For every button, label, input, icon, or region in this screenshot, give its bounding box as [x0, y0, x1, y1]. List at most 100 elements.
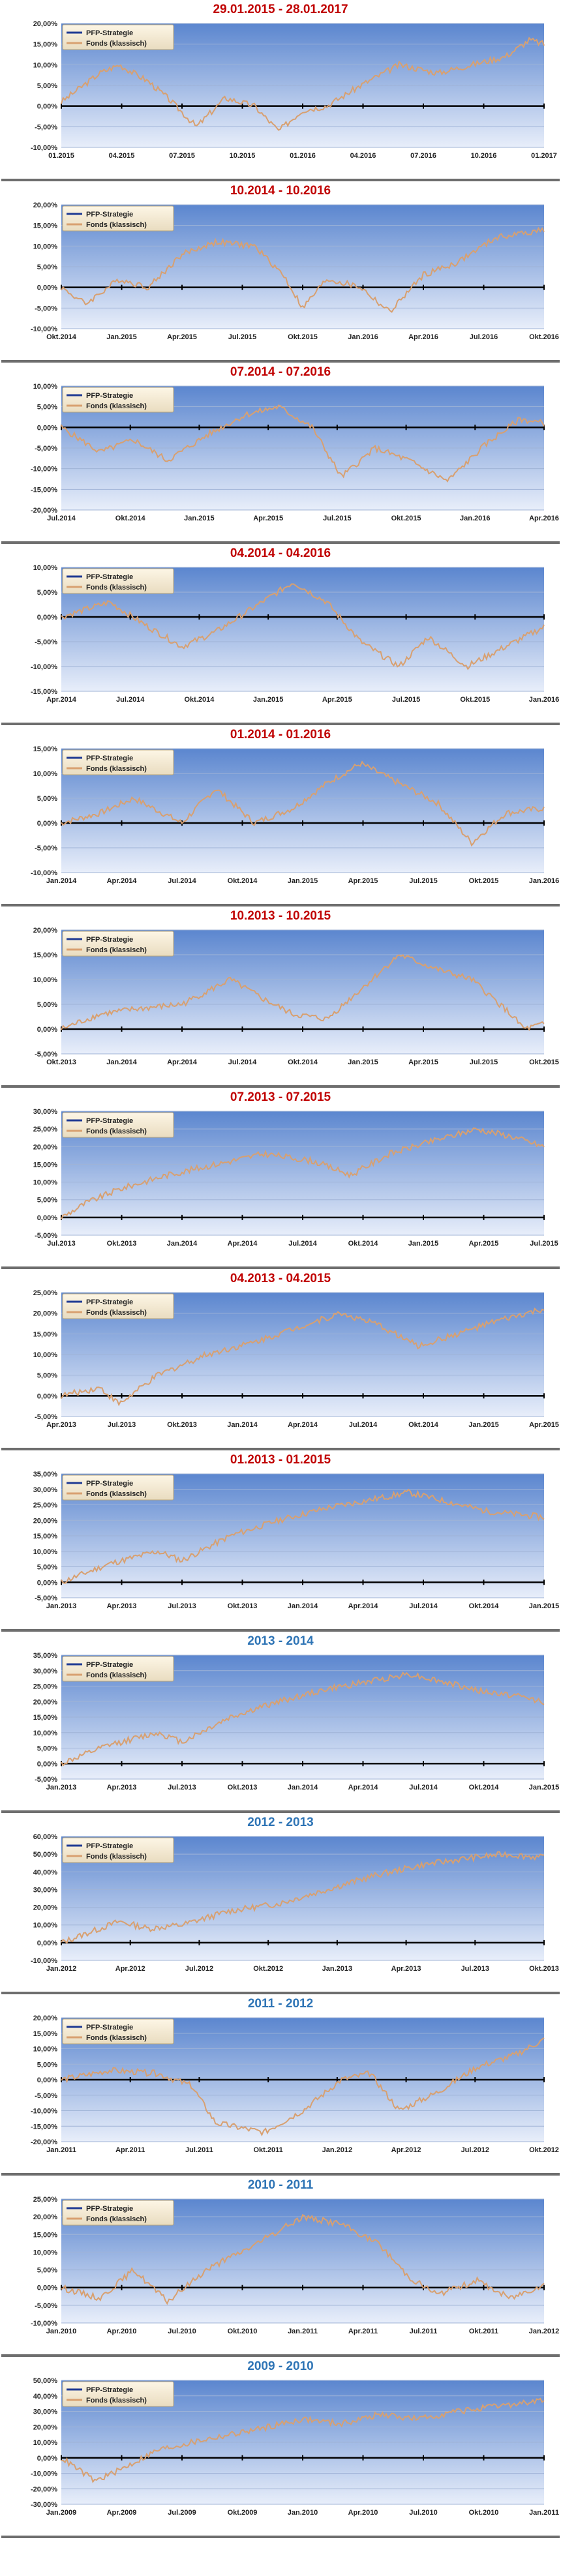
line-chart: 25,00% 20,00% 15,00% 10,00% 5,00% 0,00% -5,00%… [31, 2196, 559, 2335]
y-tick-label: 10,00% [33, 2249, 58, 2256]
x-tick-label: Jul.2015 [409, 877, 437, 885]
x-tick-label: Apr.2014 [348, 1602, 379, 1610]
chart-title: 07.2013 - 07.2015 [230, 1090, 331, 1104]
legend [62, 1837, 174, 1863]
y-tick-label: 0,00% [37, 2284, 57, 2292]
x-tick-label: Jan.2016 [348, 333, 378, 341]
chart-title: 10.2013 - 10.2015 [230, 909, 331, 923]
legend-label: PFP-Strategie [86, 1298, 133, 1306]
chart-panel: 29.01.2015 - 28.01.2017 20,00% 15,00% 10,00… [1, 0, 560, 181]
series-line-fonds [61, 1671, 545, 1767]
y-tick-label: 20,00% [33, 1698, 58, 1706]
chart-title: 04.2013 - 04.2015 [230, 1272, 331, 1285]
x-tick-label: Okt.2015 [288, 333, 318, 341]
chart-panel: 01.2013 - 01.2015 35,00% 30,00% 25,00% 20,00… [1, 1450, 560, 1632]
y-tick-label: 30,00% [33, 1486, 58, 1494]
y-tick-label: -30,00% [31, 2501, 57, 2509]
y-tick-label: 20,00% [33, 1517, 58, 1525]
x-tick-label: Jan.2013 [322, 1965, 352, 1973]
x-tick-label: Jul.2014 [349, 1421, 378, 1429]
chart-panel: 01.2014 - 01.2016 15,00% 10,00% 5,00% 0,00% -… [1, 725, 560, 906]
chart-title: 07.2014 - 07.2016 [230, 365, 331, 379]
x-tick-label: Okt.2015 [460, 696, 490, 704]
x-tick-label: Okt.2014 [469, 1602, 500, 1610]
x-tick-label: Okt.2014 [469, 1784, 500, 1791]
legend-label: Fonds (klassisch) [86, 1490, 147, 1498]
x-tick-label: Jul.2014 [409, 1784, 438, 1791]
x-tick-label: 07.2015 [169, 152, 195, 160]
x-tick-label: Okt.2010 [469, 2509, 499, 2517]
y-tick-label: -5,00% [35, 445, 57, 453]
x-tick-label: Jul.2015 [323, 515, 351, 522]
x-tick-label: Okt.2010 [228, 2328, 258, 2335]
series-line-fonds [61, 2397, 545, 2483]
y-tick-label: -15,00% [31, 2123, 57, 2131]
y-tick-label: 20,00% [33, 20, 58, 28]
y-tick-label: -5,00% [35, 1232, 57, 1240]
x-tick-label: Jul.2014 [168, 877, 196, 885]
legend-label: PFP-Strategie [86, 29, 133, 37]
y-tick-label: 35,00% [33, 1471, 58, 1478]
x-tick-label: Apr.2010 [107, 2328, 137, 2335]
chart-title: 10.2014 - 10.2016 [230, 184, 331, 198]
x-tick-label: Jan.2012 [322, 2146, 352, 2154]
y-tick-label: 5,00% [37, 2061, 57, 2069]
legend-label: Fonds (klassisch) [86, 2397, 147, 2404]
x-tick-label: Jan.2015 [184, 515, 214, 522]
x-tick-label: 01.2016 [290, 152, 316, 160]
y-tick-label: -10,00% [31, 466, 57, 473]
x-tick-label: Jan.2011 [288, 2328, 318, 2335]
x-tick-label: 01.2015 [48, 152, 74, 160]
x-tick-label: Jul.2012 [185, 1965, 213, 1973]
legend-label: PFP-Strategie [86, 392, 133, 400]
y-tick-label: 25,00% [33, 1683, 58, 1691]
y-tick-label: -5,00% [35, 1413, 57, 1421]
y-tick-label: 40,00% [33, 1868, 58, 1876]
chart-title: 2010 - 2011 [247, 2178, 314, 2192]
y-tick-label: 0,00% [37, 2076, 57, 2084]
y-tick-label: 25,00% [33, 2196, 58, 2204]
x-tick-label: Okt.2014 [184, 696, 215, 704]
y-tick-label: 5,00% [37, 589, 57, 597]
x-tick-label: Jan.2012 [529, 2328, 559, 2335]
x-tick-label: Jan.2012 [46, 1965, 76, 1973]
y-tick-label: 5,00% [37, 1197, 57, 1205]
y-tick-label: 5,00% [37, 2267, 57, 2275]
y-tick-label: 0,00% [37, 1579, 57, 1587]
y-tick-label: 30,00% [33, 1668, 58, 1675]
y-tick-label: 15,00% [33, 1330, 58, 1338]
series-line-fonds [61, 1851, 545, 1945]
x-tick-label: Apr.2013 [46, 1421, 76, 1429]
x-tick-label: Jan.2011 [529, 2509, 559, 2517]
y-tick-label: 0,00% [37, 424, 57, 432]
x-tick-label: Apr.2015 [322, 696, 352, 704]
line-chart: 30,00% 25,00% 20,00% 15,00% 10,00% 5,00% 0,00%… [33, 1108, 558, 1248]
legend [62, 2200, 174, 2226]
y-tick-label: -5,00% [35, 2302, 57, 2310]
y-tick-label: 0,00% [37, 1939, 57, 1947]
chart-panel: 2013 - 2014 35,00% 30,00% 25,00% 20,00% 15,00… [1, 1632, 560, 1813]
legend [62, 931, 174, 957]
x-tick-label: Jan.2015 [288, 877, 318, 885]
x-tick-label: Jul.2010 [409, 2509, 437, 2517]
legend-label: PFP-Strategie [86, 1842, 133, 1850]
x-tick-label: Okt.2014 [115, 515, 146, 522]
x-tick-label: Apr.2014 [348, 1784, 379, 1791]
x-tick-label: Okt.2013 [228, 1602, 258, 1610]
chart-panel: 10.2013 - 10.2015 20,00% 15,00% 10,00% 5,00%… [1, 906, 560, 1088]
x-tick-label: 07.2016 [410, 152, 436, 160]
x-tick-label: Apr.2015 [408, 1058, 438, 1066]
x-tick-label: Jan.2015 [529, 1784, 559, 1791]
legend-label: Fonds (klassisch) [86, 221, 147, 229]
y-tick-label: 20,00% [33, 2423, 58, 2431]
x-tick-label: Jan.2015 [408, 1240, 438, 1248]
x-tick-label: Okt.2009 [228, 2509, 258, 2517]
legend-label: Fonds (klassisch) [86, 40, 147, 48]
chart-panel: 10.2014 - 10.2016 20,00% 15,00% 10,00% 5,00%… [1, 181, 560, 363]
x-tick-label: Apr.2014 [288, 1421, 318, 1429]
line-chart: 35,00% 30,00% 25,00% 20,00% 15,00% 10,00% 5,00… [33, 1652, 560, 1791]
x-tick-label: Jan.2015 [253, 696, 283, 704]
chart-panel: 04.2014 - 04.2016 10,00% 5,00% 0,00% -5,00% -… [1, 544, 560, 725]
y-tick-label: -10,00% [31, 869, 57, 877]
y-tick-label: 0,00% [37, 820, 57, 828]
